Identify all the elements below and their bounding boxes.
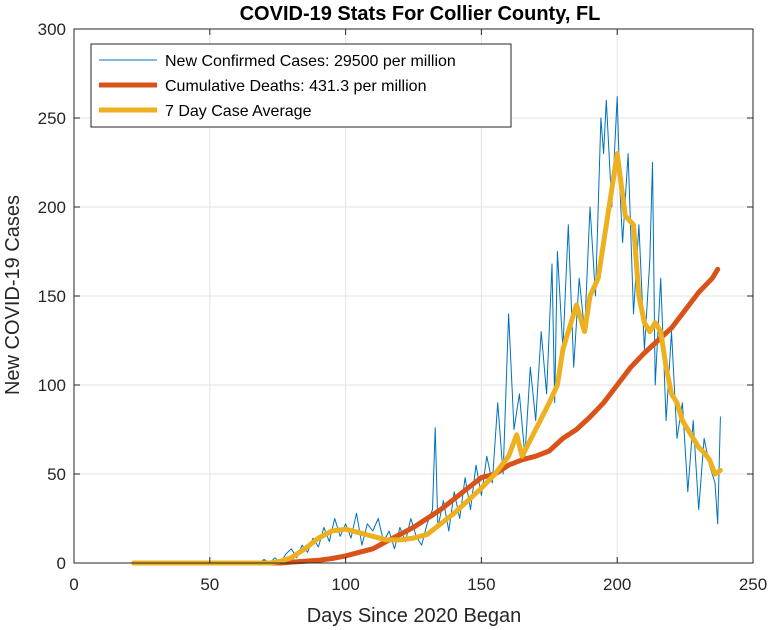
x-tick-label: 100 bbox=[331, 575, 359, 594]
x-tick-label: 50 bbox=[200, 575, 219, 594]
x-tick-label: 250 bbox=[739, 575, 767, 594]
legend: New Confirmed Cases: 29500 per million Cu… bbox=[90, 43, 512, 128]
y-tick-label: 200 bbox=[38, 198, 66, 217]
y-tick-label: 0 bbox=[57, 554, 66, 573]
x-tick-label: 0 bbox=[69, 575, 78, 594]
series-line-0 bbox=[133, 96, 721, 564]
y-tick-label: 300 bbox=[38, 20, 66, 39]
series-line-2 bbox=[131, 151, 723, 566]
x-axis-label: Days Since 2020 Began bbox=[307, 605, 522, 627]
legend-label-2: 7 Day Case Average bbox=[165, 103, 312, 120]
legend-label-1: Cumulative Deaths: 431.3 per million bbox=[165, 78, 426, 95]
x-tick-label: 150 bbox=[467, 575, 495, 594]
series-lines bbox=[131, 96, 723, 566]
y-tick-label: 150 bbox=[38, 287, 66, 306]
y-tick-labels: 0 50 100 150 200 250 300 bbox=[38, 20, 66, 573]
legend-box bbox=[90, 43, 512, 128]
y-axis-label: New COVID-19 Cases bbox=[2, 195, 24, 395]
y-tick-label: 250 bbox=[38, 109, 66, 128]
chart-title: COVID-19 Stats For Collier County, FL bbox=[240, 3, 601, 25]
y-tick-label: 100 bbox=[38, 376, 66, 395]
series-line-1 bbox=[131, 266, 721, 566]
y-tick-label: 50 bbox=[47, 465, 66, 484]
x-tick-labels: 0 50 100 150 200 250 bbox=[69, 575, 767, 594]
axes bbox=[73, 28, 754, 564]
legend-label-0: New Confirmed Cases: 29500 per million bbox=[165, 53, 456, 70]
x-tick-label: 200 bbox=[603, 575, 631, 594]
